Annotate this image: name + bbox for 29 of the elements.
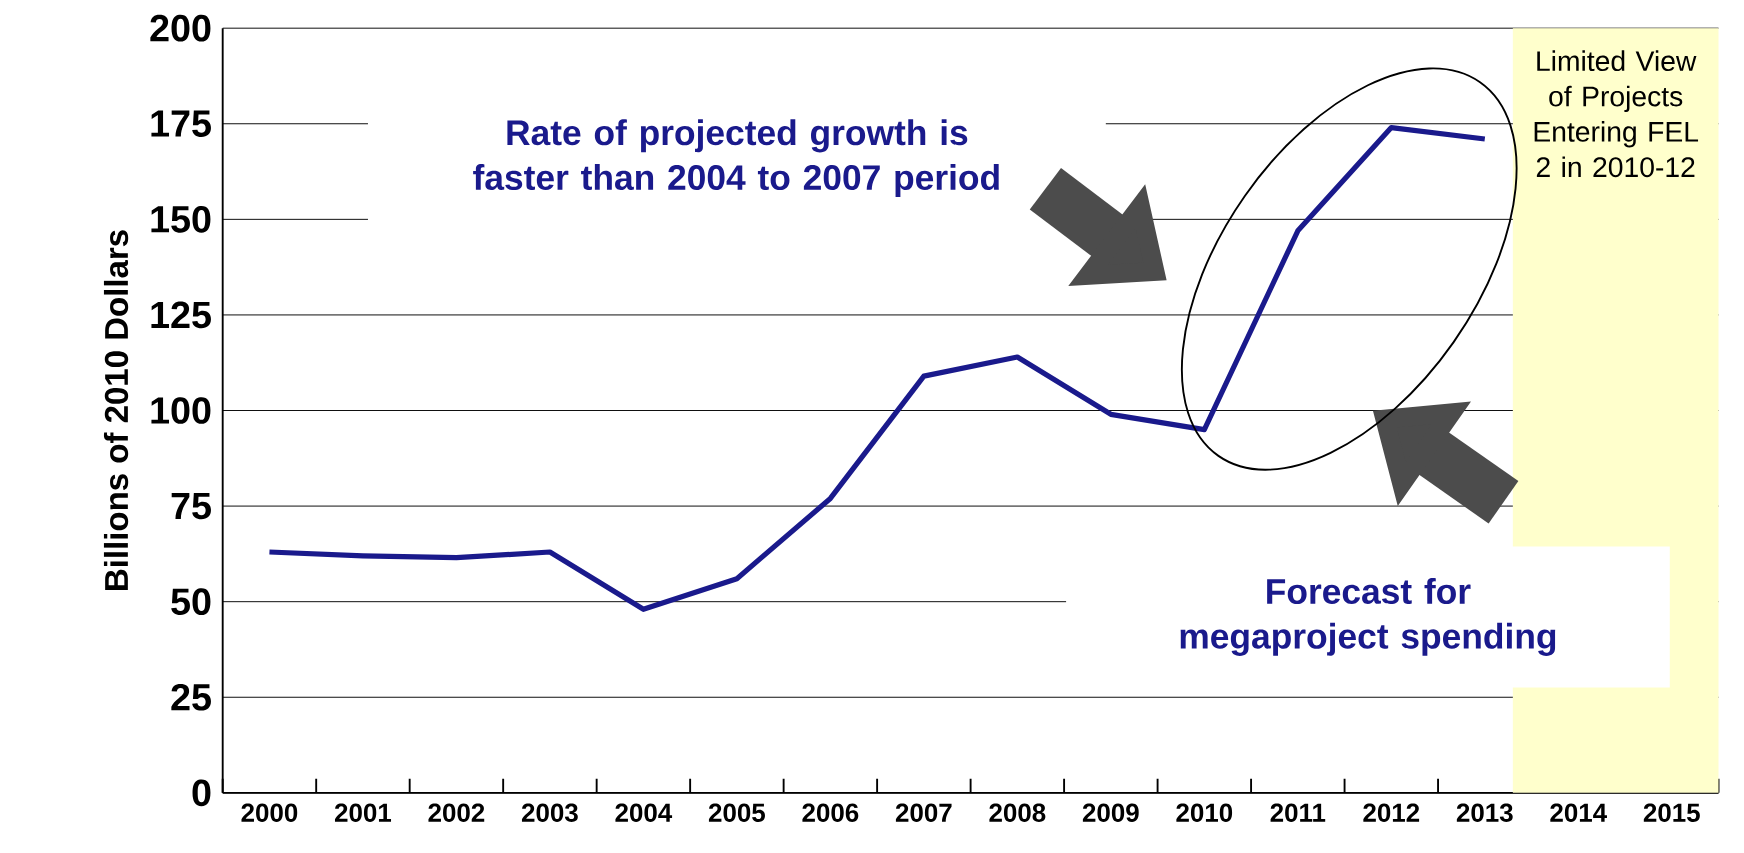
x-tick-label: 2004 [615,803,673,822]
x-tick-label: 2008 [989,803,1046,822]
x-tick-label: 2011 [1270,803,1326,822]
x-tick-label: 2006 [802,803,859,822]
y-tick-label: 200 [150,14,211,42]
x-tick-label: 2000 [241,803,298,822]
y-tick-label: 25 [171,683,211,711]
y-tick-label: 150 [151,205,211,233]
x-tick-label: 2014 [1550,803,1607,822]
y-tick-label: 175 [151,110,211,137]
y-tick-label: 75 [171,492,211,520]
x-tick-label: 2002 [428,803,485,822]
y-tick-label: 50 [171,588,211,615]
y-axis-title: Billions of 2010 Dollars [103,230,129,590]
annotation: Forecast for megaproject spending [1180,577,1556,656]
x-tick-label: 2003 [521,803,578,822]
x-tick-label: 2009 [1082,803,1139,822]
annotation: Rate of projected growth is faster than 2004 to 2007 period [473,119,999,197]
x-tick-label: 2007 [895,803,952,822]
x-tick-label: 2015 [1643,803,1700,822]
x-tick-label: 2013 [1456,803,1513,822]
y-tick-label: 0 [192,779,211,807]
x-tick-label: 2001 [334,803,392,822]
y-tick-label: 125 [151,301,211,329]
y-tick-label: 100 [151,397,211,424]
x-tick-label: 2010 [1176,803,1233,822]
band-label: Limited View of Projects Entering FEL 2 in 2010-12 [1534,50,1699,178]
x-tick-label: 2005 [708,803,765,822]
x-tick-label: 2012 [1363,803,1420,822]
